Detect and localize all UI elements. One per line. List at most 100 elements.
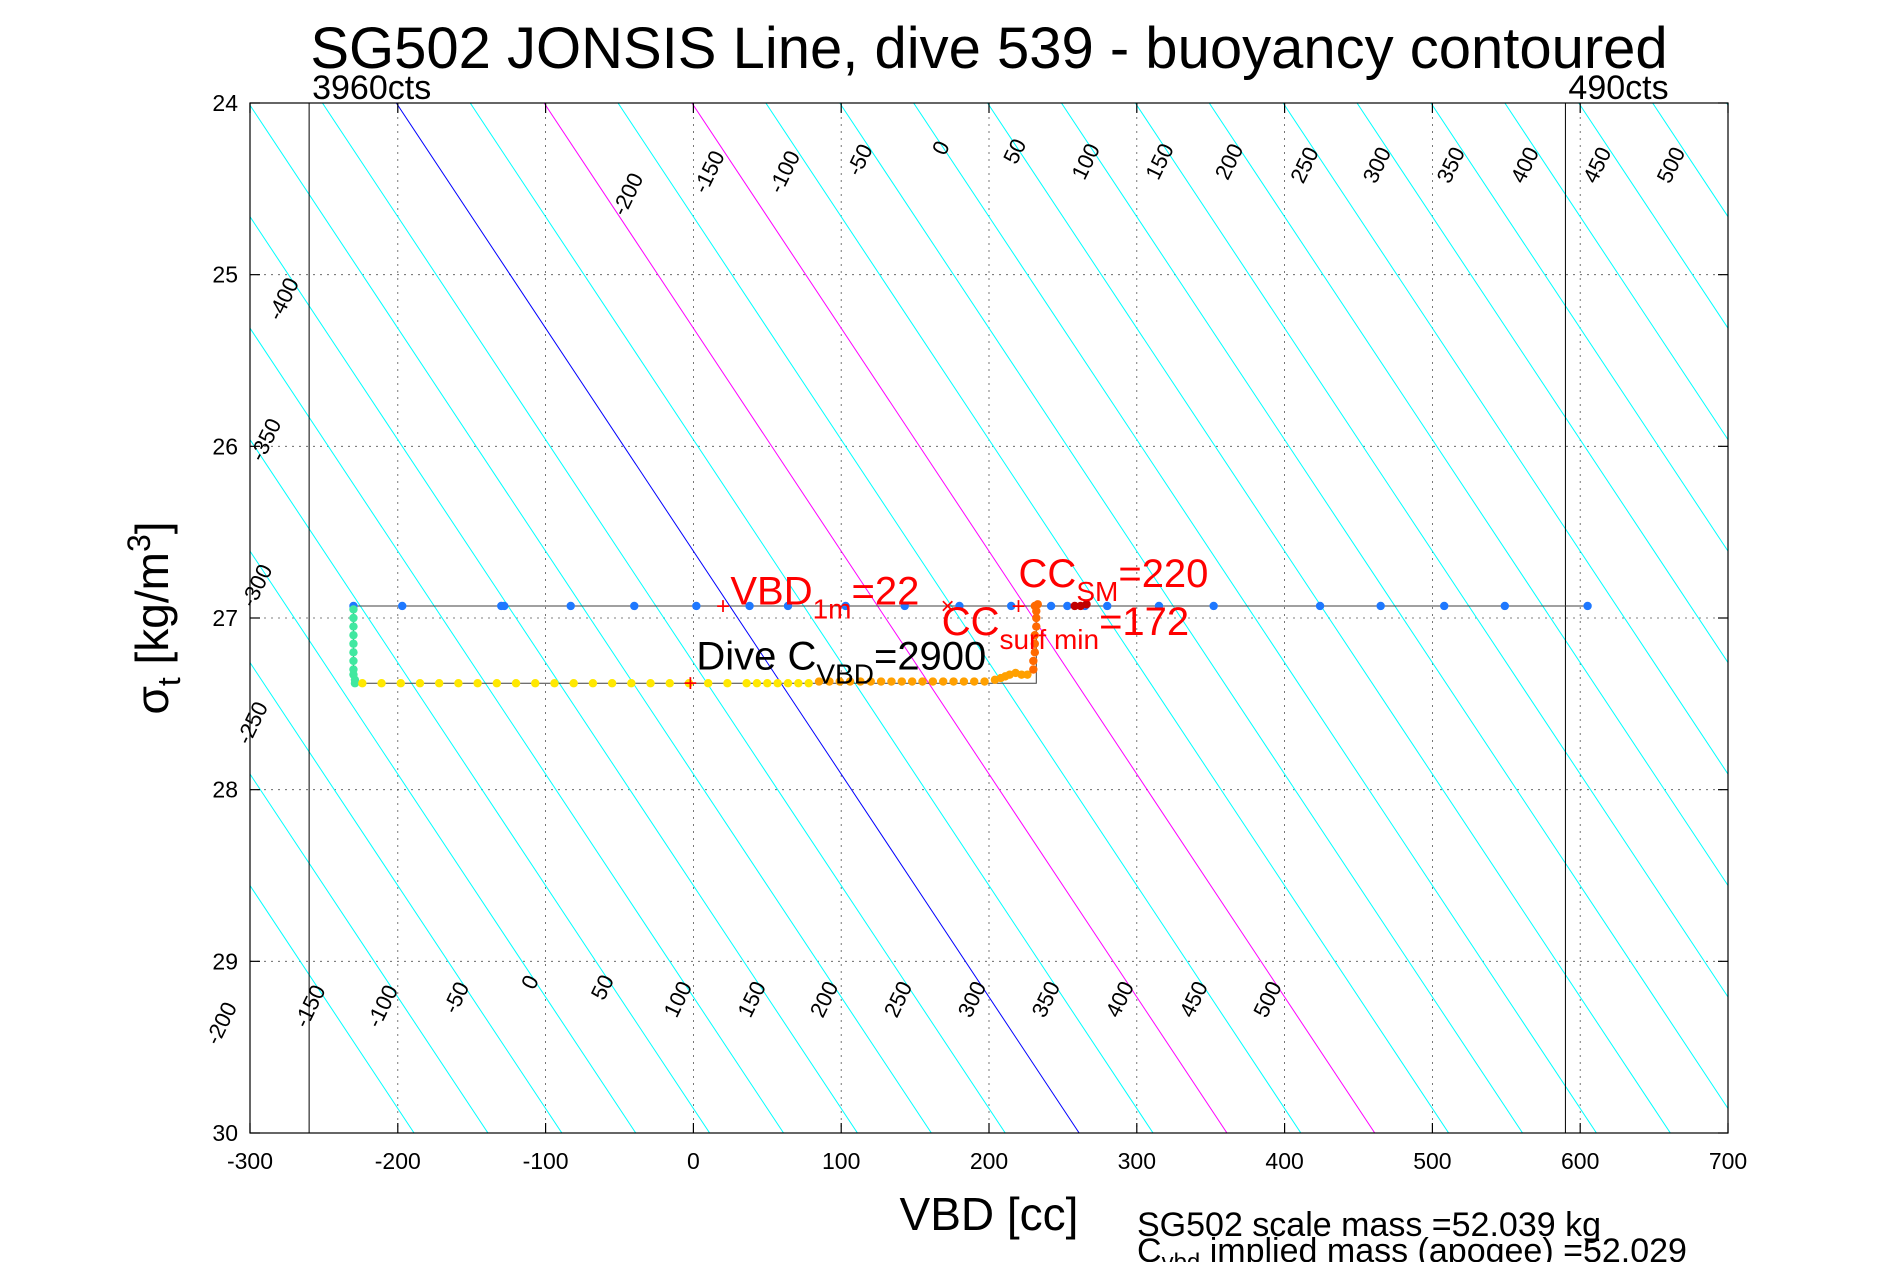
contour-line-2 <box>250 661 563 1133</box>
data-point-3-22 <box>1017 670 1026 679</box>
data-point-2-19 <box>723 679 732 688</box>
data-points <box>349 600 1592 688</box>
data-point-0-17 <box>1154 601 1164 611</box>
data-point-4-2 <box>1030 648 1040 657</box>
x-tick-label-9: 600 <box>1561 1148 1599 1174</box>
y-tick-label-6: 30 <box>212 1120 238 1146</box>
data-point-5-2 <box>1082 600 1091 609</box>
markers: + × + + <box>683 593 1025 697</box>
limit-line-label-1: 490cts <box>1568 69 1668 107</box>
y-tick-label-0: 24 <box>212 90 238 116</box>
data-point-3-9 <box>907 677 917 686</box>
data-point-0-18 <box>1209 601 1218 611</box>
contour-line-3 <box>250 550 637 1133</box>
data-point-5-0 <box>1070 601 1079 611</box>
data-point-2-7 <box>492 679 502 688</box>
y-axis-label-symbol: σ <box>126 686 178 714</box>
data-point-3-4 <box>856 677 865 686</box>
y-axis-label-unit-open: [kg/m <box>126 552 178 677</box>
contour-line-19 <box>1134 103 1728 998</box>
data-point-0-14 <box>1063 601 1072 611</box>
contour-line-10 <box>469 103 1154 1133</box>
vbd-limit-lines: 3960cts 490cts <box>308 69 1669 1133</box>
chart-title: SG502 JONSIS Line, dive 539 - buoyancy c… <box>310 16 1667 81</box>
contour-line-5 <box>250 327 784 1133</box>
data-point-2-11 <box>569 679 578 688</box>
data-point-2-16 <box>665 679 674 688</box>
data-point-0-3 <box>500 601 509 611</box>
x-axis-label: VBD [cc] <box>900 1188 1079 1240</box>
data-point-3-8 <box>897 677 906 686</box>
data-point-4-1 <box>1029 656 1038 666</box>
data-point-2-22 <box>763 679 772 688</box>
implied-mass-subscript: vbd <box>1162 1249 1201 1262</box>
data-point-0-11 <box>955 601 964 611</box>
data-point-2-1 <box>377 679 386 688</box>
data-point-0-20 <box>1376 601 1385 611</box>
contour-line-9 <box>395 103 1080 1133</box>
y-tick-label-4: 28 <box>212 777 238 803</box>
data-point-3-13 <box>949 677 958 686</box>
contour-line-21 <box>1282 103 1728 775</box>
annotation-1-tail: =220 <box>1118 552 1208 596</box>
data-point-0-10 <box>900 601 909 611</box>
data-point-1-1 <box>349 613 358 623</box>
data-point-3-12 <box>938 677 948 686</box>
x-tick-label-6: 300 <box>1118 1148 1156 1174</box>
y-tick-label-3: 27 <box>212 605 238 631</box>
annotation-1-sub: SM <box>1076 576 1118 607</box>
annotation-3: Dive CVBD=2900 <box>696 635 986 690</box>
y-axis-label: σt [kg/m3] <box>121 521 187 714</box>
x-tick-label-10: 700 <box>1709 1148 1747 1174</box>
data-point-0-9 <box>841 601 850 611</box>
y-tick-label-5: 29 <box>212 948 238 974</box>
y-tick-label-1: 25 <box>212 262 238 288</box>
annotation-2-tail: =172 <box>1099 600 1189 644</box>
x-tick-label-0: -300 <box>227 1148 273 1174</box>
data-point-1-4 <box>349 639 358 648</box>
data-point-0-7 <box>745 601 754 611</box>
y-tick-label-2: 26 <box>212 433 238 459</box>
scale-mass-note: SG502 scale mass =52.039 kg <box>1137 1206 1601 1244</box>
data-point-2-9 <box>531 679 540 688</box>
contour-line-23 <box>1430 103 1728 553</box>
data-point-1-3 <box>349 630 358 640</box>
contour-line-8 <box>322 103 1006 1133</box>
contour-line-18 <box>1061 103 1728 1110</box>
data-point-0-21 <box>1440 601 1449 611</box>
data-point-2-26 <box>804 679 813 688</box>
data-point-3-16 <box>980 677 989 686</box>
data-point-2-20 <box>742 679 751 688</box>
contour-line-20 <box>1208 103 1728 887</box>
annotation-0-tail: =22 <box>852 569 920 613</box>
contour-line-0 <box>250 884 415 1133</box>
data-point-2-0 <box>358 679 367 688</box>
annotation-0: VBD1m=22 <box>730 569 919 624</box>
contour-line-25 <box>1578 103 1728 330</box>
data-point-2-13 <box>607 679 617 688</box>
contour-line-17 <box>987 103 1671 1133</box>
data-point-2-21 <box>752 679 762 688</box>
data-point-2-17 <box>684 679 694 688</box>
annotation-2-main: CC <box>942 600 1000 644</box>
data-point-2-25 <box>794 679 803 688</box>
data-point-2-15 <box>646 679 655 688</box>
data-point-2-4 <box>434 679 444 688</box>
y-axis-label-superscript: 3 <box>121 534 157 552</box>
y-axis-label-unit-close: ] <box>126 521 178 534</box>
axis-ticks: -300 -200 -100 0 100 200 300 400 500 600 700 24 25 26… <box>212 90 1747 1174</box>
y-axis-label-subscript: t <box>151 677 187 686</box>
x-tick-label-2: -100 <box>523 1148 569 1174</box>
x-tick-label-7: 400 <box>1265 1148 1303 1174</box>
data-point-3-15 <box>970 677 979 686</box>
data-point-2-8 <box>511 679 521 688</box>
data-point-1-2 <box>349 622 358 631</box>
annotation-1: CCSM=220 <box>1019 552 1209 607</box>
marker-3: + <box>683 670 697 697</box>
data-point-2-5 <box>454 679 463 688</box>
annotation-0-sub: 1m <box>813 593 852 624</box>
grid-lines <box>250 103 1728 1133</box>
data-point-2-2 <box>396 679 405 688</box>
annotation-0-main: VBD <box>730 569 812 613</box>
